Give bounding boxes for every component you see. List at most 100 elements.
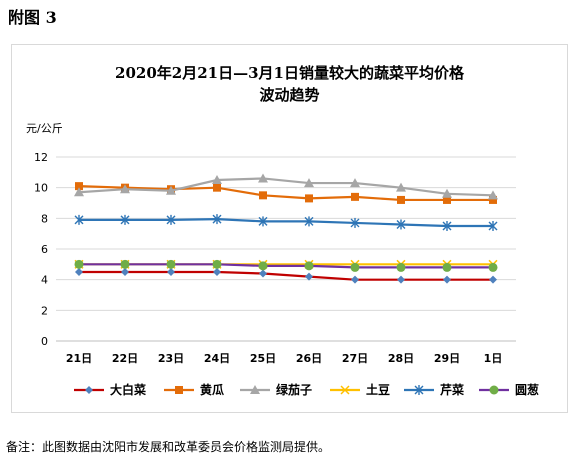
data-point [488,262,498,272]
data-point [120,259,130,269]
data-point [259,269,267,278]
data-point [304,216,314,227]
y-tick-label: 2 [41,304,48,317]
legend-marker [85,386,93,394]
data-point [305,194,313,203]
legend-item: 圆葱 [479,382,539,397]
data-point [120,184,130,194]
x-tick-label: 27日 [342,352,368,365]
chart-frame: 2020年2月21日—3月1日销量较大的蔬菜平均价格 波动趋势 [11,44,568,413]
x-tick-labels: 21日 22日 23日 24日 25日 26日 27日 28日 29日 1日 [66,352,502,365]
footnote: 备注：此图数据由沈阳市发展和改革委员会价格监测局提供。 [6,440,331,454]
legend-marker [340,385,350,395]
y-tick-label: 8 [41,212,48,225]
x-tick-label: 29日 [434,352,460,365]
legend: 大白菜 黄瓜 绿茄子 土豆 芹菜 圆葱 [74,382,539,397]
x-tick-label: 22日 [112,352,138,365]
data-point [75,182,83,191]
legend-marker [250,385,260,394]
data-point [304,178,314,188]
legend-label: 芹菜 [440,382,464,397]
data-point [443,275,451,284]
data-point [350,217,360,228]
data-point [442,221,452,231]
data-point [120,214,130,225]
legend-marker-stroke [340,385,350,395]
legend-marker [175,386,183,394]
legend-item: 芹菜 [404,382,464,397]
data-point [212,214,222,225]
data-point [489,195,497,204]
legend-item: 土豆 [330,382,390,397]
series-line [79,217,493,228]
x-tick-label: 1日 [484,352,503,365]
data-point [212,259,222,269]
legend-marker [489,385,499,395]
data-point [258,216,268,227]
y-tick-label: 6 [41,243,48,256]
data-point [213,268,221,276]
data-point [488,190,498,200]
series-line [79,270,493,281]
data-point [258,261,268,271]
series-2 [74,173,498,200]
data-point [443,195,451,204]
data-point [212,175,222,184]
chart-title-line2: 波动趋势 [259,86,320,104]
y-tick-label: 4 [41,274,48,287]
series-5 [74,259,498,272]
series-line [78,177,494,197]
series-4 [74,214,498,231]
legend-label: 黄瓜 [200,382,224,397]
legend-label: 绿茄子 [276,382,312,397]
figure-label: 附图 3 [8,8,57,27]
data-point [442,262,452,272]
y-tick-labels: 0 2 4 6 8 10 12 [34,151,48,348]
legend-marker [414,385,424,395]
legend-label: 大白菜 [110,382,146,397]
series-layer [74,173,498,284]
data-point [258,173,268,183]
y-tick-label: 0 [41,335,48,348]
x-tick-label: 28日 [388,352,414,365]
legend-item: 绿茄子 [240,382,312,397]
legend-item: 黄瓜 [164,382,224,397]
data-point [397,275,405,284]
data-point [166,259,176,269]
data-point [351,275,359,284]
data-point [304,261,314,271]
data-point [397,195,405,204]
x-tick-label: 23日 [158,352,184,365]
data-point [396,182,406,192]
series-line [79,263,493,269]
data-point [166,185,176,195]
data-point [75,268,83,276]
series-line [78,185,493,202]
data-point [489,275,497,284]
data-point [74,214,84,225]
x-tick-label: 25日 [250,352,276,365]
legend-label: 圆葱 [515,382,539,397]
legend-item: 大白菜 [74,382,146,397]
data-point [396,219,406,230]
x-tick-label: 24日 [204,352,230,365]
data-point [213,183,221,192]
x-tick-label: 21日 [66,352,92,365]
data-point [442,188,452,198]
data-point [74,259,84,269]
data-point [350,178,360,188]
data-point [305,272,313,281]
series-0 [75,268,497,284]
data-point [259,191,267,200]
legend-label: 土豆 [366,382,390,397]
data-point [121,268,129,276]
chart-title-line1: 2020年2月21日—3月1日销量较大的蔬菜平均价格 [115,64,464,82]
y-tick-label: 12 [34,151,48,164]
data-point [167,268,175,276]
data-point [351,192,359,201]
y-tick-label: 10 [34,182,48,195]
y-axis-label: 元/公斤 [26,122,63,135]
data-point [74,187,84,197]
data-point [350,262,360,272]
